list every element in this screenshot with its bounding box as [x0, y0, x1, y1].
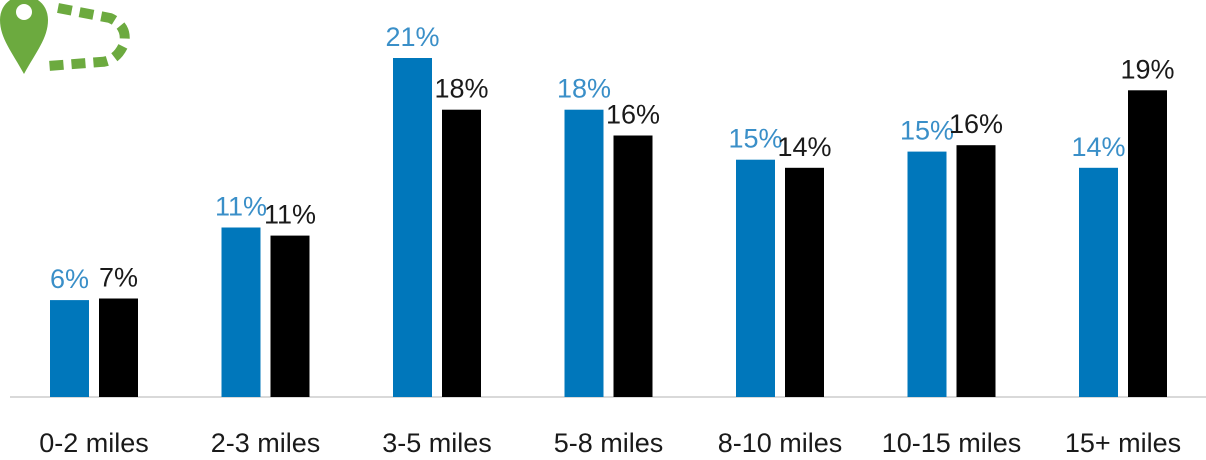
value-label-series1-1: 11% [215, 192, 267, 222]
bar-series2-5 [956, 145, 996, 397]
value-label-series2-3: 16% [606, 100, 660, 130]
category-label-4: 8-10 miles [718, 428, 843, 458]
bar-series1-2 [393, 58, 432, 397]
category-label-0: 0-2 miles [39, 428, 149, 458]
category-label-2: 3-5 miles [382, 428, 492, 458]
bar-series2-4 [785, 167, 824, 397]
category-label-3: 5-8 miles [554, 428, 664, 458]
category-label-6: 15+ miles [1065, 428, 1181, 458]
value-label-series1-5: 15% [900, 116, 954, 146]
bar-series1-1 [221, 227, 261, 397]
value-label-series1-2: 21% [385, 22, 439, 52]
value-label-series1-3: 18% [557, 74, 611, 104]
value-label-series2-4: 14% [777, 132, 831, 162]
value-label-series2-6: 19% [1120, 54, 1174, 84]
value-label-series1-4: 15% [728, 124, 782, 154]
value-label-series1-6: 14% [1071, 132, 1125, 162]
bar-series2-1 [270, 235, 310, 397]
category-label-1: 2-3 miles [211, 428, 321, 458]
value-label-series2-1: 11% [264, 200, 316, 230]
value-label-series2-2: 18% [434, 74, 488, 104]
bar-series1-6 [1079, 167, 1118, 397]
bar-series1-3 [564, 109, 604, 397]
bar-series2-2 [442, 109, 481, 397]
category-label-5: 10-15 miles [882, 428, 1022, 458]
map-pin-route-icon [0, 0, 130, 74]
bar-series2-6 [1128, 90, 1167, 398]
value-label-series2-0: 7% [99, 263, 138, 293]
bar-series1-4 [736, 159, 775, 397]
value-label-series2-5: 16% [949, 109, 1003, 139]
bar-series2-0 [99, 298, 138, 397]
bar-series1-0 [50, 300, 89, 397]
value-label-series1-0: 6% [50, 264, 89, 294]
bar-series1-5 [907, 151, 947, 397]
bar-series2-3 [613, 135, 653, 397]
